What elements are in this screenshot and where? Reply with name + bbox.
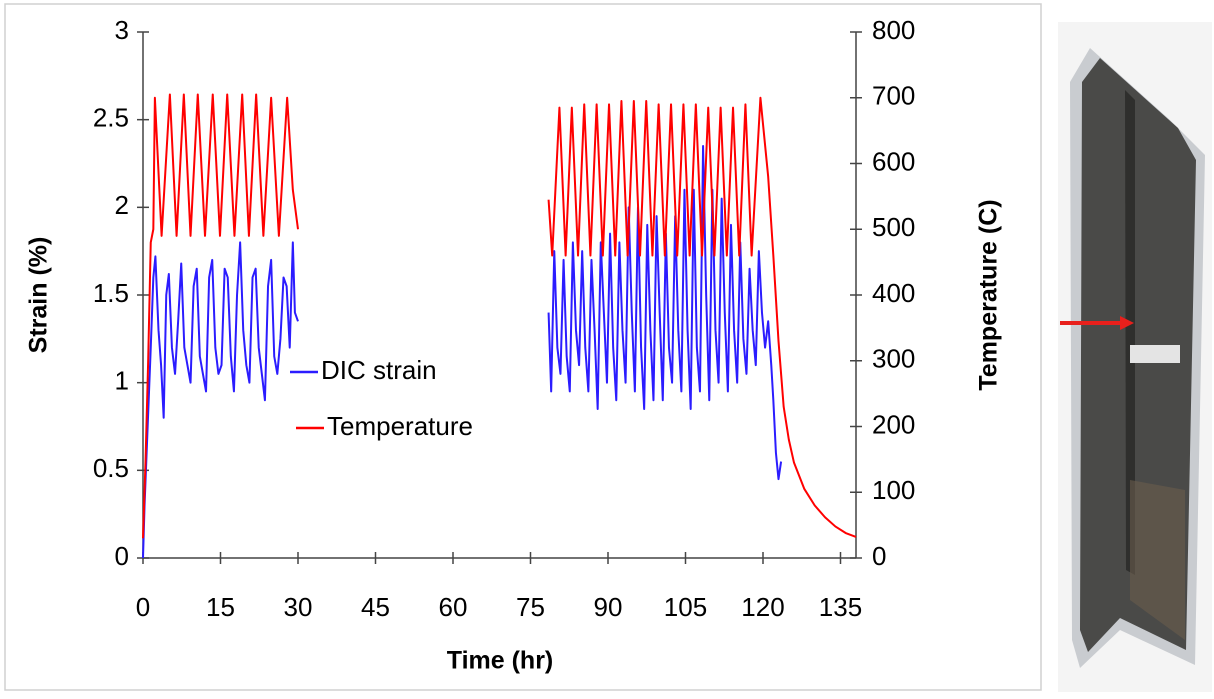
y2-tick-label: 800 [872, 15, 915, 45]
x-tick-label: 15 [206, 592, 235, 622]
y-tick-label: 2.5 [93, 103, 129, 133]
y2-tick-label: 600 [872, 146, 915, 176]
plate-patch [1130, 480, 1185, 640]
y-tick-label: 1 [115, 366, 129, 396]
chart-frame [4, 3, 1042, 691]
x-tick-label: 105 [664, 592, 707, 622]
x-tick-label: 90 [594, 592, 623, 622]
y-axis-title: Strain (%) [25, 237, 53, 354]
chart: Time (hr) Strain (%) Temperature (C) 0 0.… [25, 15, 1003, 675]
y-tick-label: 0.5 [93, 453, 129, 483]
photo [1058, 22, 1212, 692]
y-tick-label: 0 [115, 541, 129, 571]
y-tick-label: 1.5 [93, 278, 129, 308]
plate-seam [1125, 90, 1135, 575]
x-tick-label: 60 [439, 592, 468, 622]
x-tick-label: 120 [741, 592, 784, 622]
x-axis-title: Time (hr) [447, 647, 554, 675]
y2-tick-label: 700 [872, 81, 915, 111]
legend-label: DIC strain [321, 355, 437, 385]
x-tick-label: 135 [819, 592, 862, 622]
y2-tick-label: 300 [872, 344, 915, 374]
y2-axis-title: Temperature (C) [975, 199, 1003, 390]
x-tick-label: 0 [136, 592, 150, 622]
specimen-window [1130, 345, 1180, 363]
y2-tick-label: 100 [872, 475, 915, 505]
x-tick-label: 75 [516, 592, 545, 622]
x-tick-label: 45 [361, 592, 390, 622]
legend-label: Temperature [327, 411, 473, 441]
y2-tick-label: 500 [872, 212, 915, 242]
y2-tick-label: 400 [872, 278, 915, 308]
y-tick-label: 2 [115, 190, 129, 220]
y-tick-label: 3 [115, 15, 129, 45]
y2-tick-label: 200 [872, 409, 915, 439]
arrow-head [1120, 316, 1134, 330]
y2-tick-label: 0 [872, 541, 886, 571]
series-line [142, 93, 857, 539]
x-tick-label: 30 [284, 592, 313, 622]
